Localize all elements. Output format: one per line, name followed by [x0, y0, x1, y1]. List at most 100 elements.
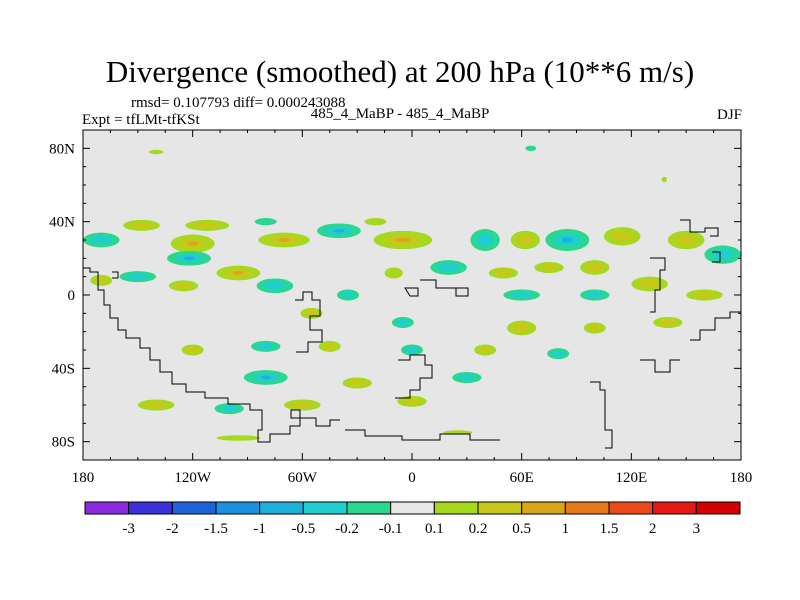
- region-inner: [126, 273, 149, 280]
- region-inner: [257, 343, 275, 350]
- region-inner: [437, 263, 460, 272]
- x-tick-label: 180: [730, 470, 753, 486]
- colorbar: -3 -2 -1.5 -1 -0.5 -0.2 -0.1 0.1 0.2 0.5 1 1.5 2 3: [84, 501, 741, 537]
- divergence-region: [284, 399, 321, 411]
- divergence-region: [397, 395, 427, 407]
- season-label: DJF: [716, 107, 742, 123]
- region-inner: [145, 401, 168, 409]
- x-tick-label: 180: [72, 470, 95, 486]
- divergence-region: [170, 234, 215, 253]
- divergence-region: [364, 218, 387, 226]
- region-inner: [494, 269, 513, 277]
- region-inner: [174, 282, 193, 289]
- colorbar-label: 2: [649, 521, 657, 537]
- divergence-region: [470, 229, 500, 251]
- region-inner: [194, 222, 221, 229]
- center-label: 485_4_MaBP - 485_4_MaBP: [310, 106, 490, 122]
- colorbar-swatch: [608, 501, 654, 515]
- region-inner: [586, 263, 604, 272]
- colorbar-swatch: [259, 501, 304, 515]
- divergence-region: [256, 278, 294, 294]
- region-inner: [263, 281, 286, 290]
- divergence-region: [401, 344, 423, 356]
- colorbar-swatch: [477, 501, 523, 515]
- y-tick-label: 40N: [49, 215, 75, 231]
- colorbar-label: 0.2: [469, 521, 488, 537]
- region-inner: [512, 323, 531, 333]
- x-tick-label: 120W: [174, 470, 212, 486]
- divergence-region: [258, 232, 310, 248]
- divergence-region: [214, 403, 244, 415]
- divergence-region: [580, 289, 610, 301]
- divergence-region: [168, 280, 199, 292]
- divergence-region: [337, 289, 359, 301]
- divergence-region: [430, 260, 467, 275]
- colorbar-label: -1: [253, 521, 266, 537]
- region-inner: [90, 235, 113, 245]
- stats-line: rmsd= 0.107793 diff= 0.000243088: [131, 95, 346, 111]
- region-inner: [186, 346, 200, 354]
- colorbar-label: -0.2: [335, 521, 359, 537]
- region-inner: [458, 374, 476, 381]
- region-inner: [304, 310, 319, 317]
- divergence-region: [534, 262, 564, 273]
- axes: 180 120W 60W 0 60E 120E 180 80N 40N 0 40S 80S: [49, 130, 752, 486]
- region-inner: [711, 249, 734, 260]
- region-inner: [638, 279, 661, 289]
- divergence-region: [123, 219, 160, 231]
- divergence-region: [474, 344, 497, 356]
- divergence-region: [507, 320, 537, 336]
- divergence-region: [185, 219, 230, 231]
- region-inner: [675, 234, 698, 246]
- colorbar-swatch: [84, 501, 130, 515]
- region-inner: [396, 319, 410, 326]
- region-inner: [611, 231, 634, 242]
- divergence-region: [90, 274, 113, 286]
- colorbar-label: -3: [122, 521, 135, 537]
- divergence-regions: [83, 145, 741, 441]
- region-core: [187, 241, 199, 246]
- divergence-region: [181, 344, 204, 356]
- divergence-region: [83, 232, 120, 248]
- colorbar-label: -2: [166, 521, 179, 537]
- divergence-region: [686, 289, 723, 301]
- colorbar-swatch: [390, 501, 435, 515]
- region-outer: [364, 218, 387, 226]
- divergence-region: [603, 227, 641, 246]
- colorbar-label: 3: [693, 521, 701, 537]
- region-inner: [551, 350, 565, 357]
- divergence-region: [316, 223, 361, 239]
- divergence-region: [119, 271, 157, 283]
- region-core: [232, 271, 244, 275]
- colorbar-label: -0.1: [379, 521, 403, 537]
- region-inner: [659, 319, 677, 326]
- divergence-region: [503, 289, 540, 301]
- chart-title: Divergence (smoothed) at 200 hPa (10**6 …: [105, 54, 695, 89]
- y-tick-label: 40S: [52, 361, 75, 377]
- colorbar-swatch: [521, 501, 566, 515]
- region-core: [183, 256, 195, 261]
- coastlines: [83, 219, 741, 449]
- region-inner: [478, 346, 492, 354]
- region-inner: [510, 291, 533, 299]
- colorbar-swatch: [215, 501, 261, 515]
- colorbar-label: 0.1: [425, 521, 444, 537]
- region-inner: [341, 291, 355, 299]
- region-core: [395, 237, 411, 243]
- colorbar-label: -1.5: [204, 521, 228, 537]
- colorbar-swatch: [433, 501, 479, 515]
- divergence-region: [137, 399, 175, 411]
- colorbar-swatch: [128, 501, 173, 515]
- experiment-label: Expt = tfLMt-tfKSt: [82, 112, 200, 128]
- y-tick-label: 0: [68, 288, 76, 304]
- region-inner: [540, 264, 558, 271]
- region-outer: [148, 149, 164, 155]
- divergence-region: [452, 372, 482, 383]
- x-tick-label: 0: [408, 470, 416, 486]
- y-tick-label: 80N: [49, 141, 75, 157]
- region-core: [277, 238, 291, 242]
- divergence-region: [251, 340, 281, 352]
- region-outer: [525, 145, 537, 152]
- region-inner: [693, 291, 716, 299]
